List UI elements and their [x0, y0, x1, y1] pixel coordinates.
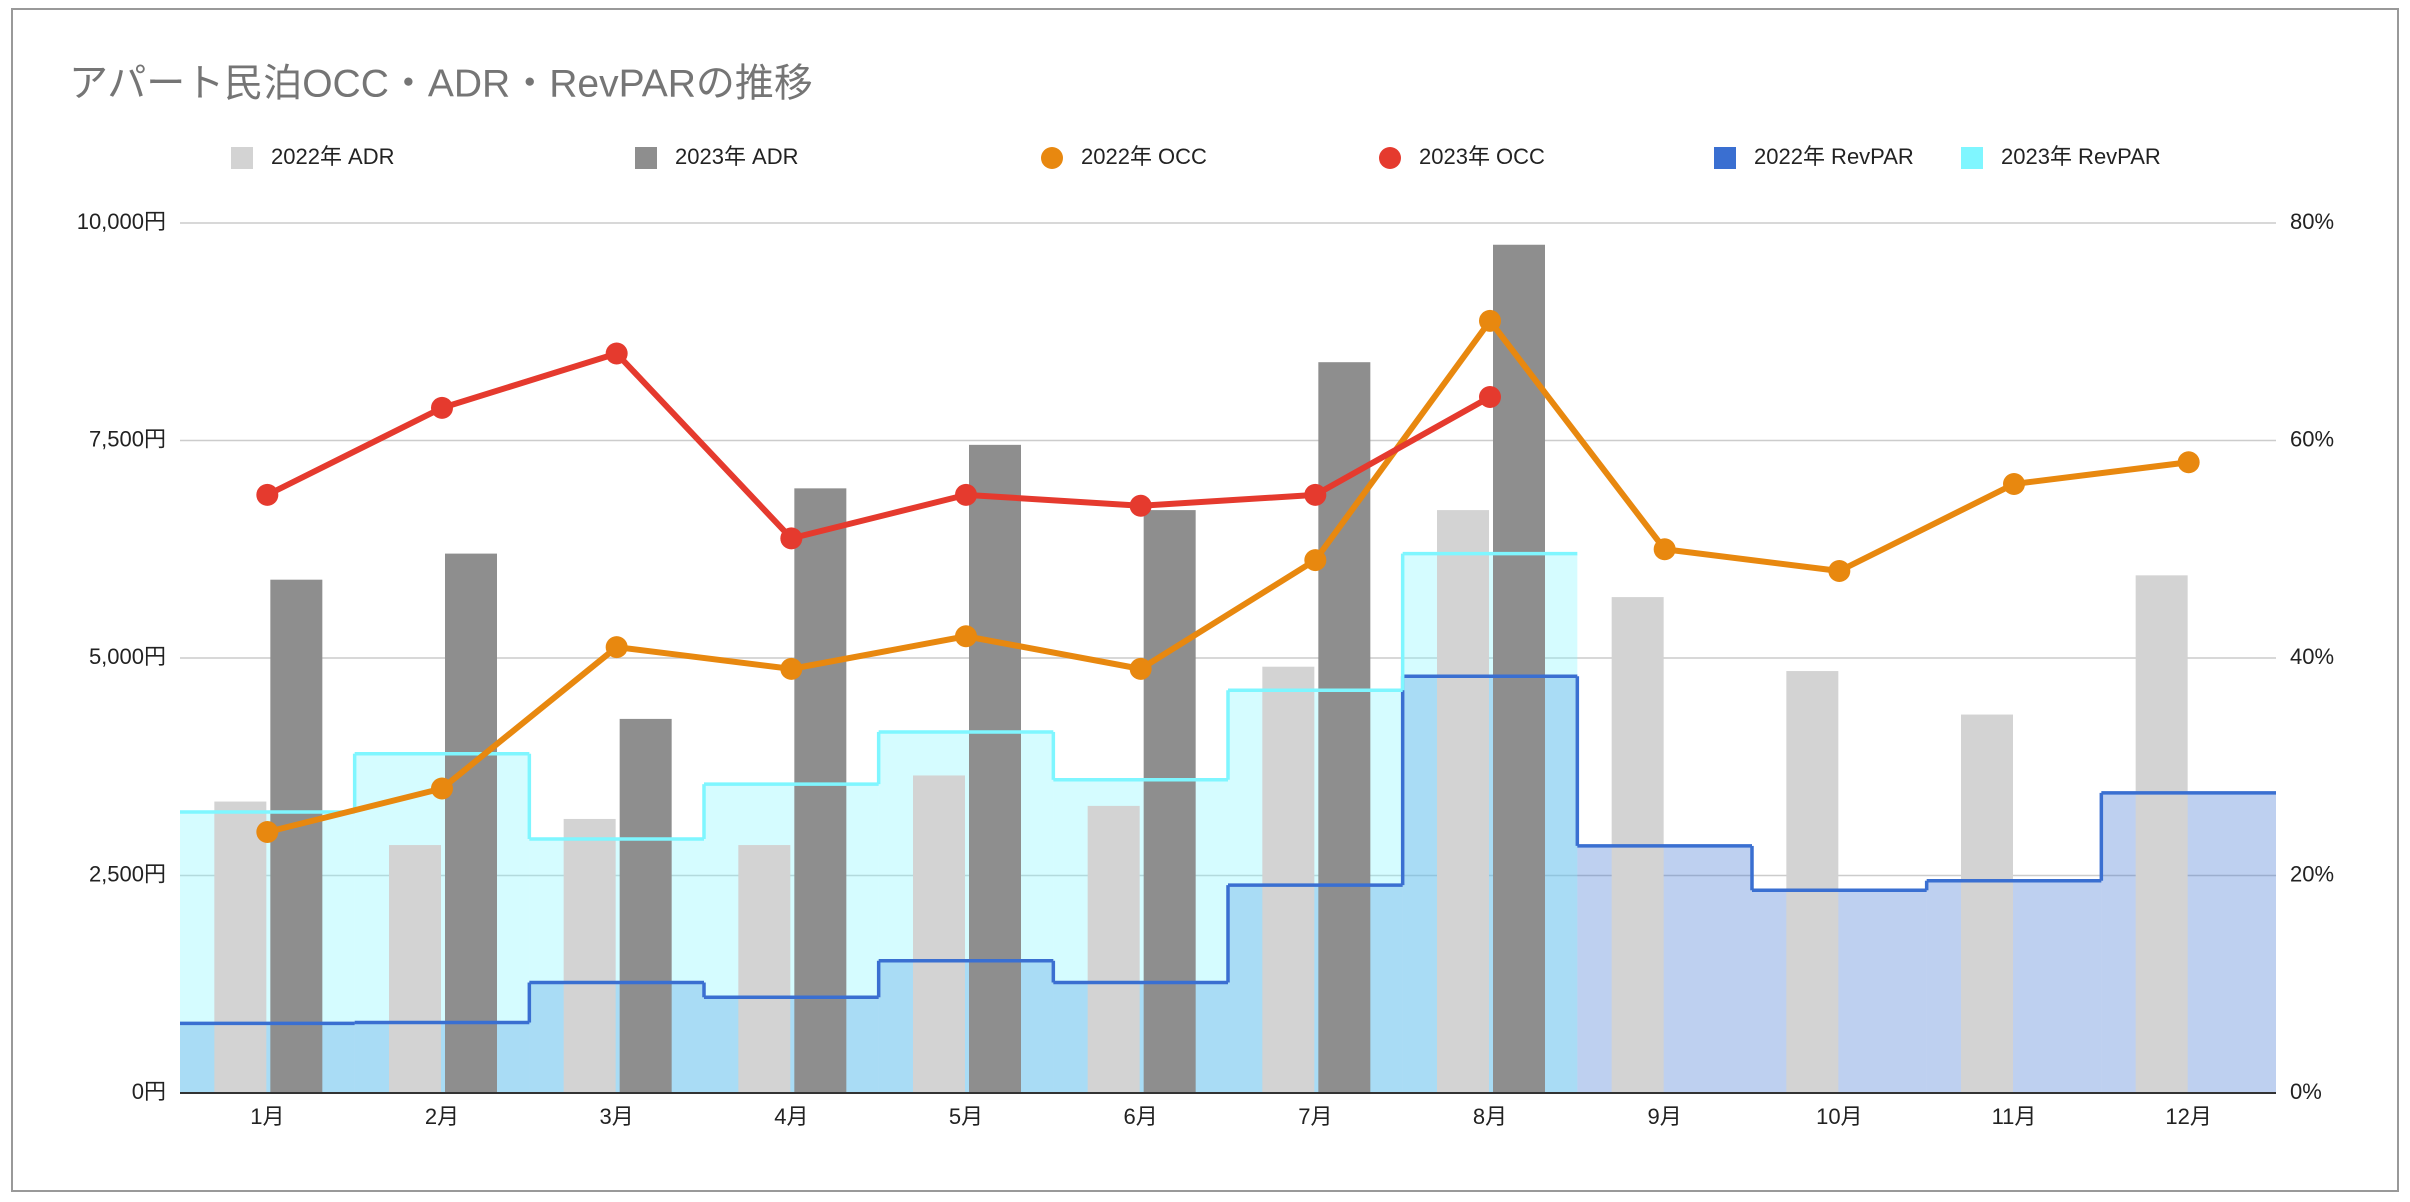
y2-tick-label: 20% — [2290, 861, 2334, 886]
revpar-area — [2101, 792, 2276, 1093]
y2-tick-label: 40% — [2290, 644, 2334, 669]
x-tick-label: 5月 — [949, 1104, 983, 1129]
occ-point — [955, 483, 977, 506]
occ-point — [1129, 494, 1152, 517]
occ-point — [605, 636, 628, 659]
y-tick-label: 5,000円 — [89, 644, 166, 669]
x-tick-label: 8月 — [1473, 1104, 1507, 1129]
x-tick-label: 9月 — [1648, 1104, 1682, 1129]
revpar-area — [529, 982, 704, 1093]
x-tick-label: 2月 — [425, 1104, 459, 1129]
legend-marker — [1041, 147, 1063, 169]
revpar-area — [1402, 553, 1578, 1093]
x-tick-label: 11月 — [1992, 1104, 2037, 1129]
occ-point — [605, 342, 628, 365]
bar — [389, 845, 441, 1093]
bar — [913, 775, 965, 1093]
bar — [619, 718, 672, 1093]
occ-point — [1828, 560, 1851, 582]
revpar-area — [354, 1022, 530, 1093]
revpar-area — [878, 960, 1054, 1093]
revpar-area — [180, 1023, 355, 1093]
legend-marker — [1379, 147, 1401, 169]
bar — [2135, 575, 2188, 1093]
occ-point — [431, 396, 453, 419]
revpar-area — [354, 753, 530, 1093]
occ-line — [265, 350, 1492, 542]
occ-point — [1653, 538, 1676, 561]
occ-point — [256, 483, 279, 506]
revpar-area — [1053, 779, 1228, 1093]
y-tick-label: 0円 — [132, 1079, 166, 1104]
occ-point — [1479, 309, 1501, 332]
revpar-area — [1053, 982, 1228, 1093]
x-tick-label: 6月 — [1124, 1104, 1158, 1129]
bar — [1318, 362, 1371, 1093]
revpar-area — [704, 784, 879, 1093]
x-tick-label: 7月 — [1298, 1104, 1332, 1129]
bar — [214, 801, 267, 1093]
x-tick-label: 4月 — [774, 1104, 808, 1129]
legend-label: 2022年 ADR — [271, 144, 395, 169]
occ-point — [431, 777, 453, 800]
revpar-area — [529, 838, 704, 1093]
bar — [1262, 666, 1315, 1093]
legend-label: 2023年 RevPAR — [2001, 144, 2161, 169]
bar — [1786, 671, 1839, 1093]
legend-marker — [635, 147, 657, 169]
legend-marker — [1714, 147, 1736, 169]
occ-line — [266, 317, 2190, 835]
revpar-area — [1577, 845, 1752, 1093]
legend-label: 2023年 OCC — [1419, 144, 1545, 169]
bar — [1087, 805, 1140, 1093]
y2-tick-label: 0% — [2290, 1079, 2322, 1104]
occ-point — [2003, 473, 2025, 495]
bar — [563, 818, 616, 1093]
revpar-area — [1752, 890, 1927, 1093]
revpar-area — [180, 811, 355, 1093]
revpar-area — [1228, 690, 1403, 1093]
x-tick-label: 12月 — [2165, 1104, 2211, 1129]
y-tick-label: 7,500円 — [89, 426, 166, 451]
legend-label: 2023年 ADR — [675, 144, 799, 169]
bar — [1437, 510, 1489, 1094]
bar — [1143, 510, 1196, 1094]
x-tick-label: 3月 — [600, 1104, 634, 1129]
y2-tick-label: 60% — [2290, 426, 2334, 451]
y2-tick-label: 80% — [2290, 209, 2334, 234]
x-tick-label: 1月 — [250, 1104, 284, 1129]
occ-point — [955, 625, 977, 648]
chart-title: アパート民泊OCC・ADR・RevPARの推移 — [69, 62, 813, 105]
occ-point — [2177, 451, 2200, 474]
occ-point — [780, 527, 803, 550]
revpar-area — [1926, 880, 2102, 1093]
bar — [738, 845, 791, 1093]
bar — [969, 444, 1021, 1094]
bar — [445, 553, 497, 1093]
legend-label: 2022年 OCC — [1081, 144, 1207, 169]
revpar-area — [704, 997, 879, 1093]
bar — [794, 488, 847, 1094]
legend-marker — [231, 147, 253, 169]
legend-marker — [1961, 147, 1983, 169]
bar — [1493, 244, 1545, 1093]
bar — [1961, 714, 2013, 1093]
bar — [270, 579, 323, 1093]
revpar-area — [1228, 885, 1403, 1093]
occ-point — [1129, 657, 1152, 680]
y-tick-label: 2,500円 — [89, 861, 166, 886]
legend-label: 2022年 RevPAR — [1754, 144, 1914, 169]
occ-point — [1304, 483, 1327, 506]
revpar-area — [878, 731, 1054, 1093]
y-tick-label: 10,000円 — [77, 209, 166, 234]
occ-point — [1479, 386, 1501, 408]
occ-point — [256, 821, 279, 843]
occ-point — [1304, 549, 1327, 572]
occ-point — [780, 657, 803, 680]
x-tick-label: 10月 — [1816, 1104, 1862, 1129]
revpar-area — [1402, 676, 1578, 1093]
